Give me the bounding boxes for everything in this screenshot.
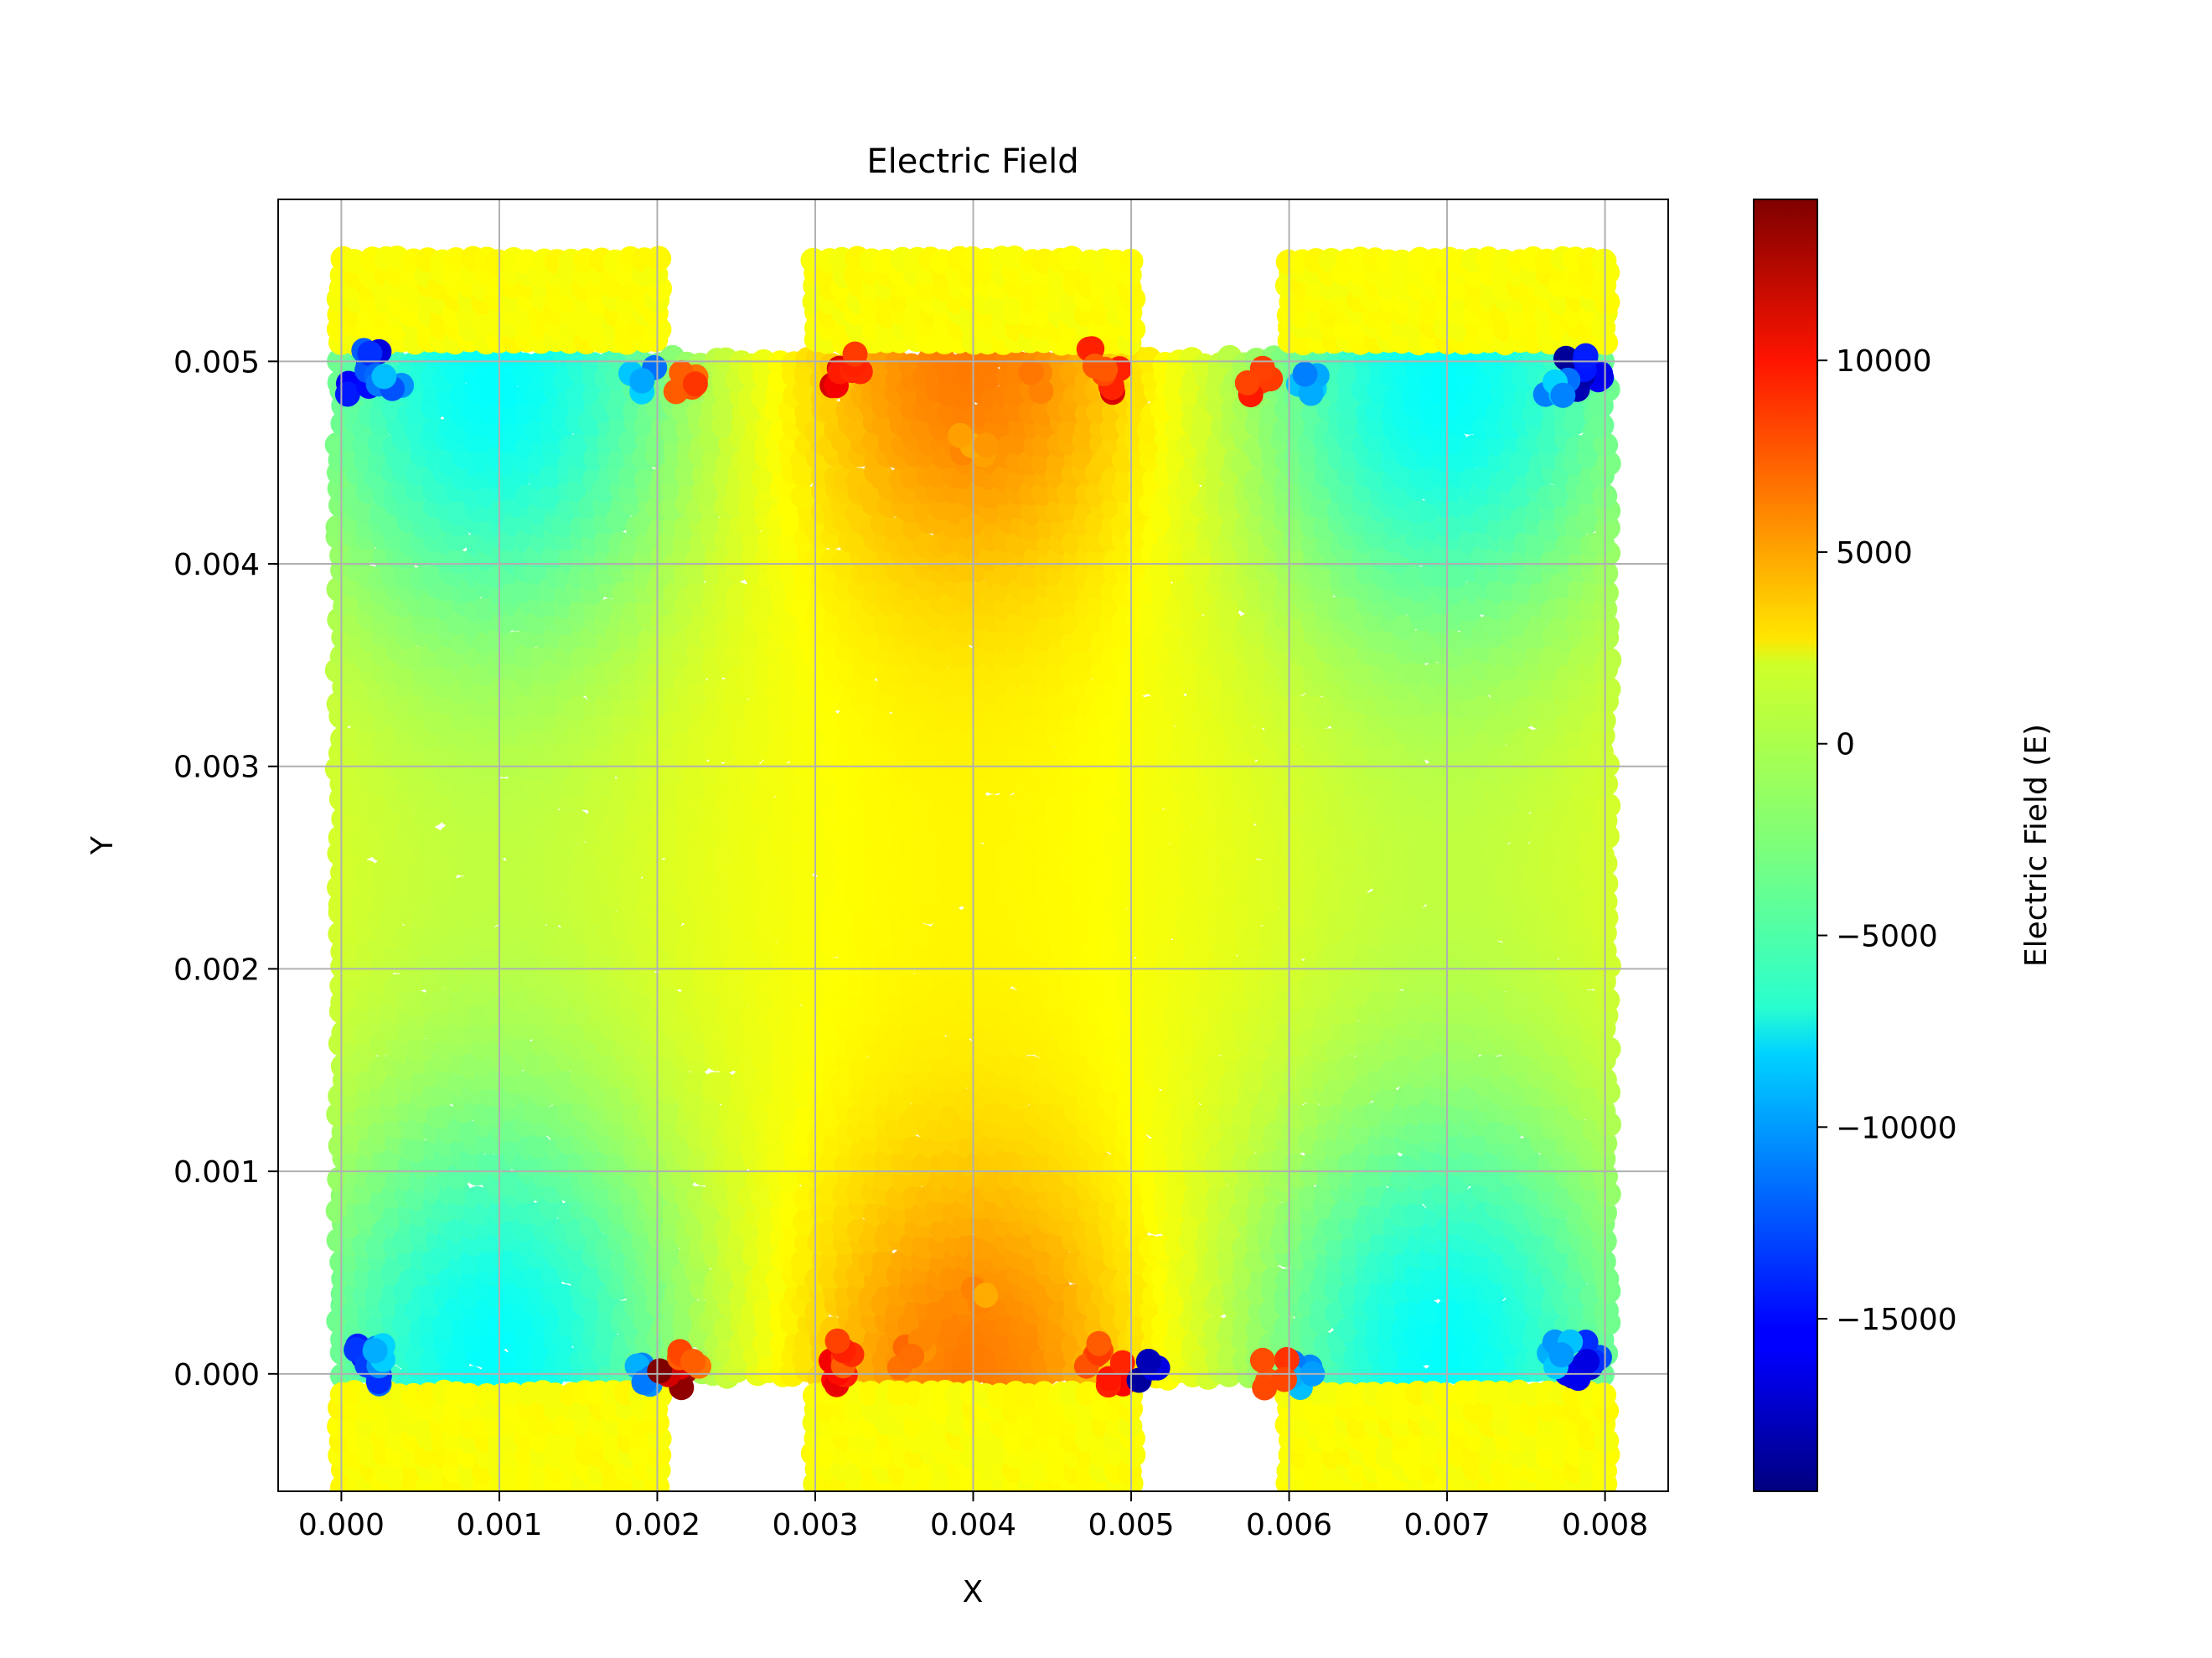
chart-title: Electric Field bbox=[866, 142, 1078, 181]
scatter-point bbox=[405, 1137, 430, 1162]
scatter-point bbox=[525, 1070, 550, 1096]
scatter-point bbox=[538, 484, 564, 510]
scatter-point bbox=[525, 1134, 551, 1159]
scatter-point bbox=[364, 1168, 390, 1194]
scatter-points bbox=[324, 245, 1622, 1491]
scatter-point bbox=[565, 695, 591, 721]
scatter-point bbox=[458, 1249, 484, 1275]
